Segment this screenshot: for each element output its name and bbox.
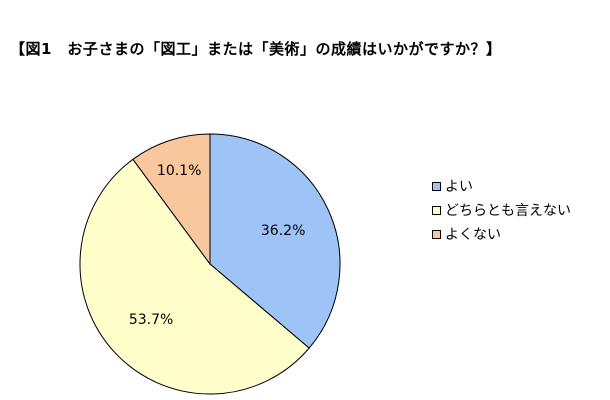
legend-swatch [432, 181, 441, 191]
legend: よいどちらとも言えない よくない [432, 174, 571, 246]
legend-label: よくない [445, 227, 501, 243]
legend-label: よい [445, 179, 473, 195]
legend-swatch [432, 205, 441, 215]
pie-slice-2 [79, 158, 310, 395]
slice-value-label: 36.2% [261, 223, 305, 239]
legend-swatch [432, 229, 441, 239]
legend-item: よい [432, 174, 571, 198]
legend-item: どちらとも言えない [432, 198, 571, 222]
chart-title: 【図1 お子さまの「図工」または「美術」の成績はいかがですか？】 [10, 40, 502, 58]
slice-value-label: 10.1% [157, 163, 201, 179]
legend-label: どちらとも言えない [445, 203, 571, 219]
pie-slice-3 [132, 133, 211, 266]
legend-item: よくない [432, 222, 571, 246]
slice-value-label: 53.7% [129, 312, 173, 328]
pie-slice-1 [209, 133, 341, 349]
